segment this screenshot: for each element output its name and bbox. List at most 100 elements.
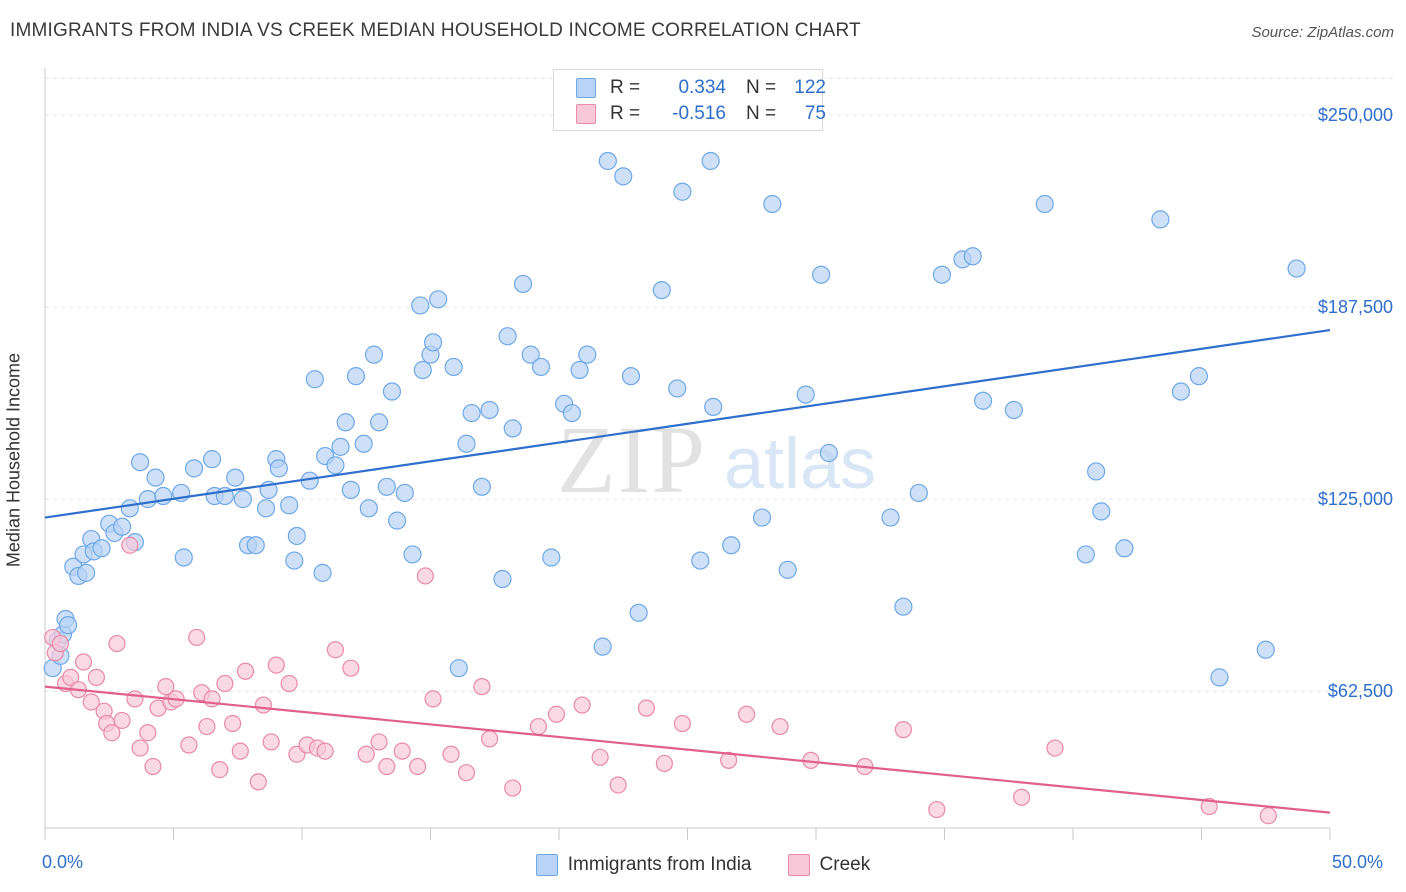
data-point [416, 567, 434, 585]
data-point [621, 367, 641, 386]
data-point [812, 265, 831, 284]
data-point [216, 674, 234, 693]
data-point [77, 563, 96, 582]
y-tick-label: $187,500 [1318, 297, 1393, 317]
data-point [1035, 194, 1054, 214]
y-tick-label: $62,500 [1328, 681, 1393, 701]
data-point [393, 742, 411, 760]
data-point [668, 379, 687, 398]
data-point [120, 499, 139, 518]
data-point [174, 548, 193, 567]
watermark-zip: ZIP [557, 406, 707, 513]
data-point [395, 483, 414, 503]
data-point [249, 773, 267, 791]
chart-title: IMMIGRANTS FROM INDIA VS CREEK MEDIAN HO… [10, 20, 861, 41]
legend-label-creek: Creek [819, 854, 871, 875]
data-point [498, 327, 517, 346]
n-label: N = [746, 103, 777, 124]
data-point [370, 733, 388, 751]
data-point [131, 739, 149, 757]
data-point [157, 678, 175, 696]
data-point [629, 603, 648, 622]
data-point [1004, 400, 1023, 420]
y-axis-label: Median Household Income [3, 352, 24, 568]
data-point [637, 699, 655, 717]
data-point [262, 733, 280, 751]
data-point [752, 508, 772, 527]
data-point [722, 536, 741, 555]
data-point [457, 434, 476, 453]
data-point [1189, 367, 1209, 386]
data-point [771, 717, 789, 736]
data-point [1092, 502, 1111, 521]
data-point [531, 357, 551, 377]
data-point [121, 536, 139, 554]
legend: Immigrants from India Creek [0, 852, 1406, 878]
data-point [357, 745, 375, 763]
stats-box: R = 0.334 N = 122 R = -0.516 N = 75 [553, 69, 826, 131]
legend-item-creek[interactable]: Creek [787, 854, 871, 876]
data-point [305, 370, 324, 389]
data-point [326, 456, 345, 475]
data-point [51, 634, 70, 653]
data-point [932, 265, 952, 284]
data-point [429, 290, 448, 309]
data-point [655, 754, 673, 773]
data-point [326, 641, 345, 659]
legend-item-india[interactable]: Immigrants from India [535, 854, 752, 876]
data-point [364, 345, 384, 364]
r-value: 0.334 [678, 77, 726, 98]
india-swatch [576, 78, 596, 98]
data-point [62, 668, 80, 686]
data-point [1287, 259, 1306, 278]
data-point [341, 480, 360, 499]
trend-line [44, 685, 1331, 814]
data-point [909, 483, 928, 503]
data-point [211, 760, 229, 779]
y-tick-labels: $62,500 $125,000 $187,500 $250,000 [1318, 105, 1393, 701]
data-point [387, 511, 407, 530]
data-point [138, 490, 157, 509]
data-point [254, 696, 273, 714]
data-point [359, 499, 378, 518]
stats-row-india: R = 0.334 N = 122 [576, 76, 826, 100]
data-point [130, 453, 150, 472]
creek-swatch [576, 104, 596, 124]
source-label: Source: ZipAtlas.com [1251, 24, 1394, 41]
data-point [963, 247, 982, 266]
data-point [1210, 668, 1229, 687]
data-point [1076, 545, 1095, 564]
data-point [267, 656, 285, 674]
data-point [92, 539, 111, 558]
data-point [331, 437, 350, 456]
data-point [285, 551, 304, 570]
data-point [591, 748, 609, 766]
trend-line [44, 328, 1331, 519]
n-value: 122 [794, 77, 826, 98]
data-point [346, 367, 366, 386]
trend-lines [44, 328, 1331, 814]
data-point [778, 560, 797, 579]
n-label: N = [746, 77, 777, 98]
data-point [449, 659, 468, 678]
data-point [480, 400, 499, 420]
data-point [224, 714, 242, 733]
data-point [570, 360, 589, 380]
data-point [377, 477, 396, 496]
data-point [1256, 640, 1275, 659]
data-point [547, 705, 566, 723]
data-point [112, 517, 132, 536]
data-point [413, 360, 432, 380]
data-point [504, 779, 522, 797]
data-point [316, 742, 334, 760]
data-point [1171, 382, 1191, 401]
data-point [691, 551, 710, 570]
data-point [280, 496, 299, 515]
x-tick-max: 50.0% [1332, 852, 1384, 872]
data-point [521, 345, 540, 364]
legend-swatch-india [535, 854, 558, 876]
legend-label-india: Immigrants from India [567, 854, 752, 875]
data-point [652, 280, 671, 300]
data-point [1259, 807, 1277, 825]
